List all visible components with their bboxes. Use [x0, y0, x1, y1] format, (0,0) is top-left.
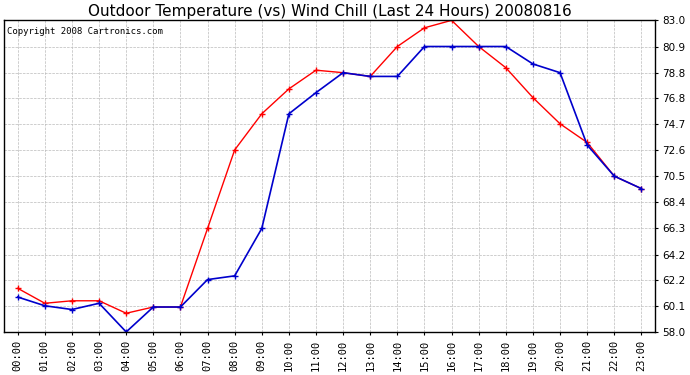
- Title: Outdoor Temperature (vs) Wind Chill (Last 24 Hours) 20080816: Outdoor Temperature (vs) Wind Chill (Las…: [88, 4, 571, 19]
- Text: Copyright 2008 Cartronics.com: Copyright 2008 Cartronics.com: [8, 27, 164, 36]
